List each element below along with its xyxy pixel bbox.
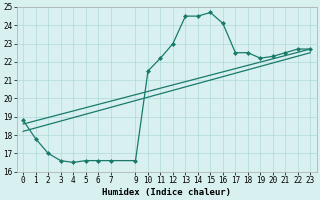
- X-axis label: Humidex (Indice chaleur): Humidex (Indice chaleur): [102, 188, 231, 197]
